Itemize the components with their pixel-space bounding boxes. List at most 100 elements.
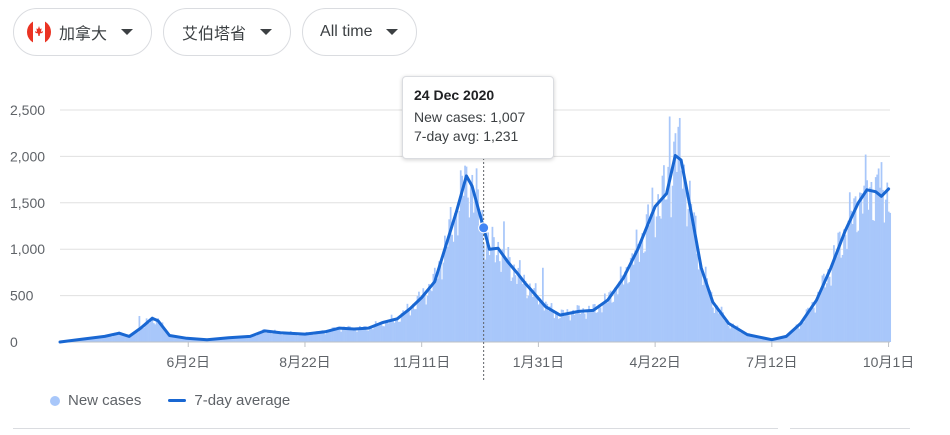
new-cases-bar (887, 211, 890, 342)
new-cases-bar (527, 295, 530, 342)
new-cases-bar (317, 331, 319, 342)
bottom-divider (13, 428, 778, 429)
new-cases-bar (389, 319, 392, 342)
new-cases-bar (432, 273, 435, 342)
new-cases-bar (217, 338, 220, 342)
new-cases-bar (716, 305, 719, 342)
new-cases-bar (684, 186, 687, 342)
new-cases-bar (425, 304, 428, 342)
new-cases-bar (116, 333, 119, 342)
new-cases-bar (429, 289, 432, 342)
new-cases-bar (275, 332, 278, 342)
new-cases-bar (90, 337, 93, 342)
new-cases-bar (694, 215, 697, 342)
new-cases-bar (155, 318, 158, 342)
new-cases-bar (879, 187, 881, 342)
new-cases-bar (725, 319, 727, 342)
new-cases-bar (325, 331, 328, 342)
new-cases-bar (853, 198, 855, 342)
new-cases-bar (629, 257, 632, 342)
new-cases-bar (775, 338, 778, 342)
new-cases-bar (801, 320, 804, 342)
new-cases-bar (438, 261, 440, 342)
new-cases-bar (407, 308, 410, 342)
new-cases-bar (804, 319, 807, 342)
new-cases-bar (435, 279, 438, 342)
new-cases-bar (232, 336, 234, 342)
new-cases-bar (540, 300, 543, 342)
new-cases-bar (276, 332, 279, 342)
new-cases-bar (249, 337, 252, 342)
new-cases-bar (181, 338, 184, 342)
new-cases-bar (471, 174, 474, 342)
new-cases-bar (173, 335, 175, 342)
new-cases-bar (750, 335, 753, 342)
new-cases-bar (397, 322, 400, 342)
new-cases-bar (583, 313, 586, 342)
new-cases-bar (752, 334, 755, 342)
new-cases-bar (474, 200, 477, 342)
new-cases-bar (83, 339, 86, 342)
new-cases-bar (762, 337, 765, 342)
new-cases-bar (154, 324, 157, 342)
new-cases-bar (223, 338, 226, 342)
new-cases-bar (354, 329, 357, 342)
new-cases-bar (673, 141, 675, 342)
country-dropdown[interactable]: 加拿大 (13, 8, 153, 56)
new-cases-bar (415, 309, 417, 342)
chart-tooltip: 24 Dec 2020 New cases: 1,007 7-day avg: … (402, 76, 554, 159)
x-tick-label: 7月12日 (746, 354, 797, 370)
new-cases-bar (367, 330, 370, 342)
new-cases-bar (546, 303, 549, 342)
country-label: 加拿大 (59, 26, 108, 43)
new-cases-bar (359, 326, 361, 342)
new-cases-bar (671, 185, 674, 342)
new-cases-bar (314, 334, 317, 342)
new-cases-bar (235, 337, 237, 342)
new-cases-bar (289, 331, 292, 342)
new-cases-bar (580, 312, 583, 342)
new-cases-bar (792, 330, 795, 342)
new-cases-bar (723, 320, 726, 342)
new-cases-bar (328, 332, 331, 342)
new-cases-bar (569, 320, 572, 342)
new-cases-bar (719, 311, 721, 342)
new-cases-bar (338, 329, 341, 342)
new-cases-bar (573, 314, 576, 342)
new-cases-bar (132, 333, 135, 342)
new-cases-bar (431, 291, 433, 342)
new-cases-bar (297, 335, 299, 342)
new-cases-bar (465, 166, 468, 342)
new-cases-bar (459, 170, 462, 342)
y-tick-label: 1,500 (10, 195, 45, 211)
new-cases-bar (294, 332, 296, 342)
new-cases-bar (265, 332, 268, 342)
new-cases-bar (746, 333, 749, 342)
y-tick-label: 2,000 (10, 148, 45, 164)
x-tick-label: 8月22日 (279, 354, 330, 370)
new-cases-bar (648, 225, 651, 342)
new-cases-bar (533, 288, 536, 342)
time-range-dropdown[interactable]: All time (302, 8, 418, 56)
new-cases-bar (119, 332, 122, 342)
new-cases-bar (152, 323, 155, 342)
new-cases-bar (484, 259, 487, 342)
new-cases-bar (190, 338, 193, 342)
new-cases-bar (785, 336, 788, 342)
new-cases-bar (883, 222, 886, 342)
new-cases-bar (93, 337, 96, 342)
new-cases-bar (799, 324, 802, 342)
new-cases-bar (167, 333, 170, 342)
new-cases-bar (537, 304, 540, 342)
new-cases-bar (387, 323, 390, 342)
new-cases-bar (458, 210, 461, 342)
new-cases-bar (737, 328, 740, 342)
new-cases-bar (664, 199, 667, 342)
new-cases-bar (112, 334, 115, 342)
new-cases-bar (233, 337, 236, 342)
new-cases-bar (631, 253, 634, 342)
new-cases-bar (494, 262, 497, 342)
new-cases-bar (144, 323, 147, 342)
region-dropdown[interactable]: 艾伯塔省 (163, 8, 292, 56)
